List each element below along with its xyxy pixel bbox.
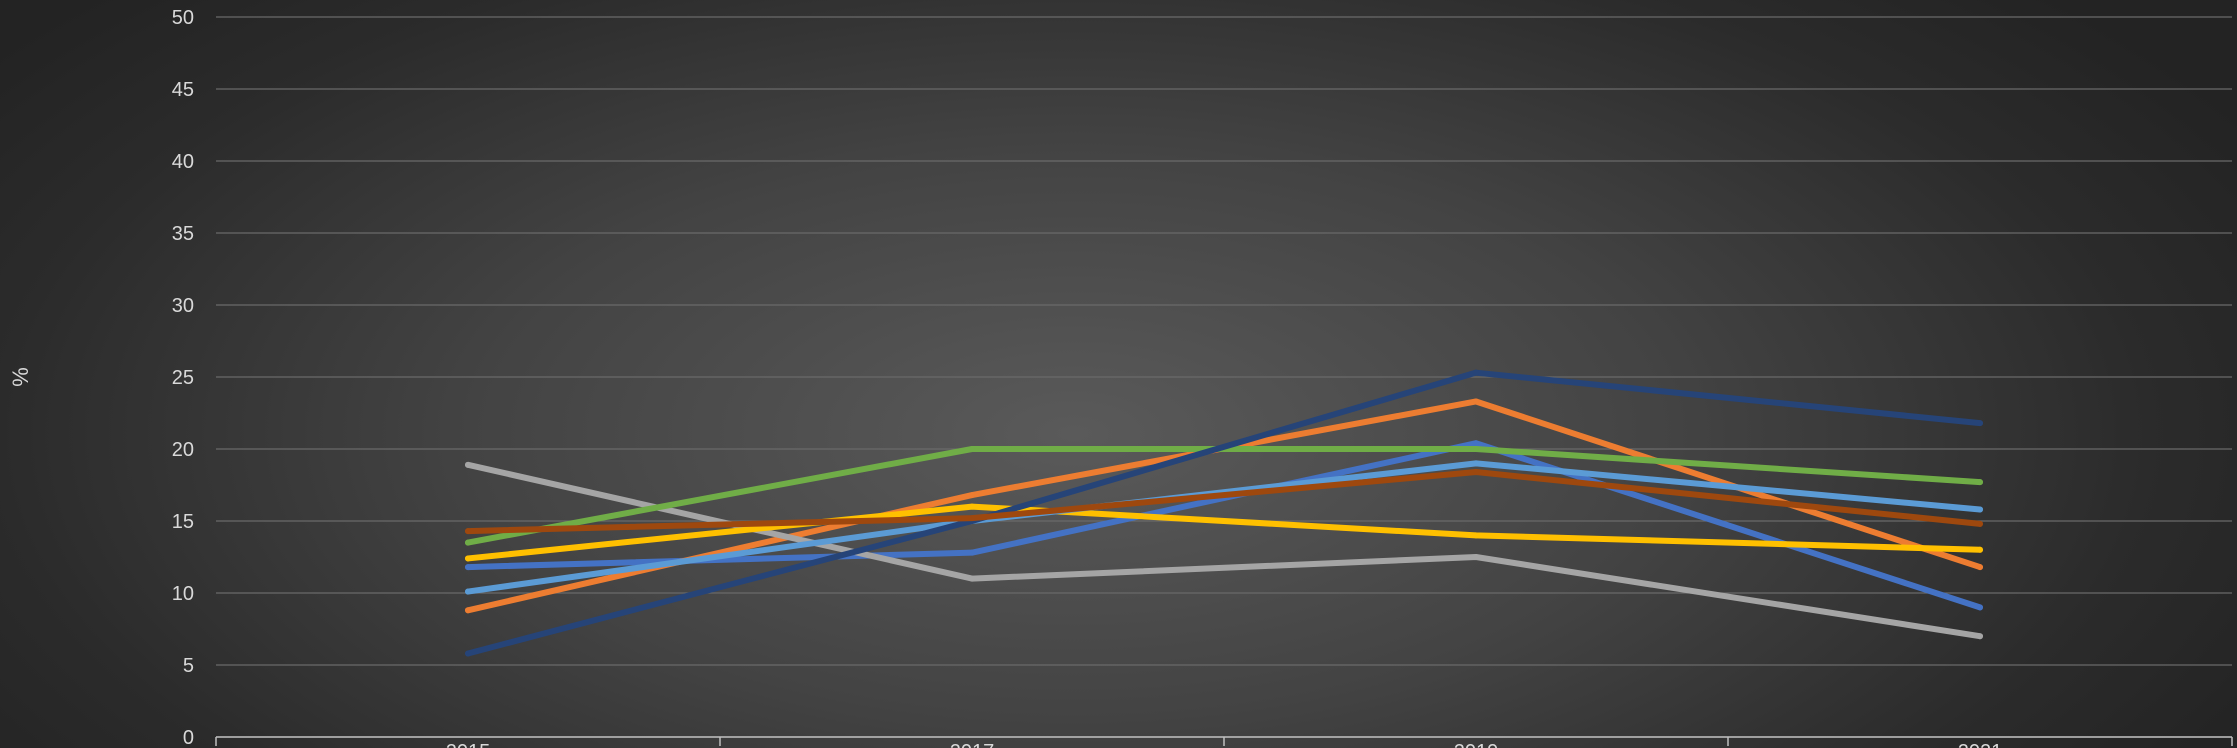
data-point: [1977, 479, 1983, 486]
y-tick-label: 15: [172, 511, 194, 533]
data-point: [969, 492, 975, 499]
data-point: [969, 515, 975, 522]
y-tick-label: 35: [172, 223, 194, 245]
y-tick-label: 25: [172, 367, 194, 389]
data-point: [1473, 398, 1479, 405]
data-point: [465, 528, 471, 535]
data-point: [1977, 506, 1983, 513]
data-point: [1473, 440, 1479, 447]
data-point: [1977, 604, 1983, 611]
data-point: [969, 446, 975, 452]
data-point: [1473, 446, 1479, 452]
data-point: [465, 539, 471, 546]
data-point: [1977, 520, 1983, 527]
y-tick-label: 20: [172, 439, 194, 461]
x-tick-label: 2019: [1454, 741, 1499, 748]
data-point: [465, 588, 471, 595]
data-point: [1977, 564, 1983, 571]
data-point: [969, 549, 975, 556]
data-point: [465, 650, 471, 657]
y-tick-label: 40: [172, 151, 194, 173]
series-line-7: [465, 369, 1983, 657]
y-tick-label: 45: [172, 79, 194, 101]
x-tick-label: 2017: [950, 741, 995, 748]
data-point: [465, 607, 471, 614]
data-point: [969, 575, 975, 582]
series-line-4: [465, 503, 1983, 562]
data-point: [1473, 554, 1479, 560]
x-tick-label: 2015: [446, 741, 491, 748]
data-point: [1473, 532, 1479, 539]
data-point: [1977, 546, 1983, 553]
data-point: [465, 564, 471, 571]
x-axis: [215, 736, 2233, 746]
x-tick-label: 2021: [1958, 741, 2003, 748]
data-point: [1977, 633, 1983, 640]
y-axis-title: %: [8, 367, 33, 387]
y-tick-label: 50: [172, 7, 194, 29]
data-point: [969, 503, 975, 510]
data-point: [1473, 369, 1479, 376]
y-axis-tick-labels: 0 5 10 15 20 25 30 35 40 45 50: [172, 7, 194, 748]
series-lines: [465, 369, 1983, 657]
y-tick-label: 5: [183, 655, 194, 677]
data-point: [465, 555, 471, 562]
data-point: [1977, 420, 1983, 427]
y-tick-label: 0: [183, 727, 194, 748]
series-line-8: [465, 469, 1983, 535]
data-point: [1473, 469, 1479, 476]
x-axis-tick-labels: 2015 2017 2019 2021: [446, 741, 2003, 748]
data-point: [465, 461, 471, 468]
data-point: [1473, 460, 1479, 467]
y-tick-label: 10: [172, 583, 194, 605]
series-line-2: [465, 398, 1983, 614]
y-tick-label: 30: [172, 295, 194, 317]
